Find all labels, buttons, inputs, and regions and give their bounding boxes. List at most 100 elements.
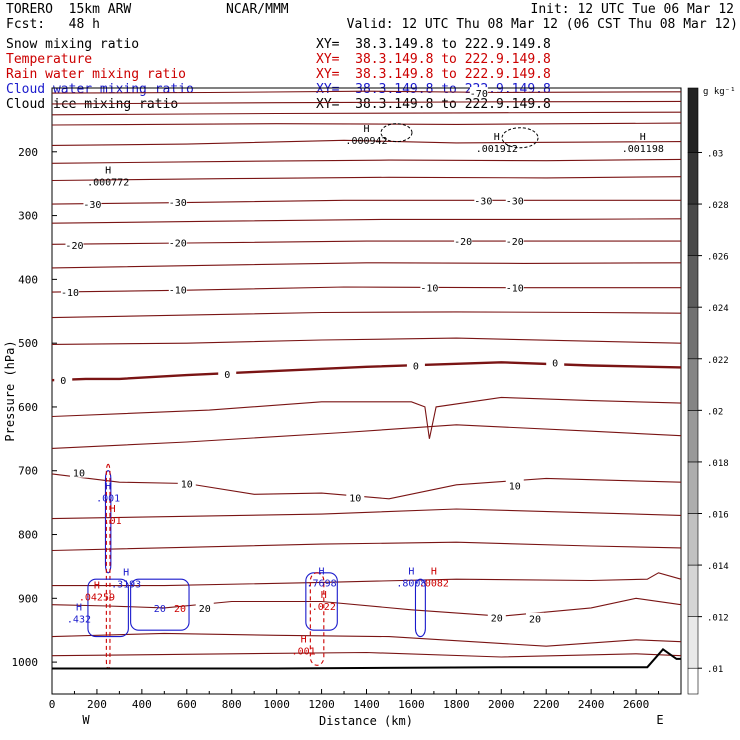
cloud-ice-high-marker: H [363,124,369,135]
field-label-cloud-ice: Cloud ice mixing ratio [6,97,179,112]
temperature-contour-label: 10 [349,494,361,505]
rain-high-value: .01 [104,516,122,527]
field-label-rain: Rain water mixing ratio [6,67,187,82]
temperature-contour-label: 10 [181,479,193,490]
colorbar-segment [687,410,699,463]
contour-label-small: 20 [154,604,166,615]
temperature-contour-label: -30 [169,198,187,209]
cloud-ice-high-value: .001198 [622,144,664,155]
temperature-contour [51,100,682,105]
rain-high-value: .001 [292,647,316,658]
cloud-water-high-marker: H [408,566,414,577]
temperature-contour [51,218,682,224]
x-tick-label: 2200 [533,698,560,711]
contour-label-bg [195,601,214,613]
colorbar-segment [687,564,699,617]
forecast-hour: Fcst: 48 h [6,17,100,32]
colorbar-segment [687,513,699,566]
contour-label-bg [469,87,488,99]
cloud-ice-high-value: .000772 [87,178,129,189]
rain-high-value: .0082 [419,578,449,589]
colorbar-segment [687,358,699,411]
temperature-contour-label: -30 [474,196,492,207]
ground-line [52,647,681,670]
temperature-contour [51,473,682,500]
colorbar-segment [687,255,699,308]
colorbar-segment [687,203,699,256]
temperature-contour [51,199,681,205]
x-tick-label: 1200 [308,698,335,711]
y-tick-label: 500 [18,337,38,350]
x-tick-label: 1000 [263,698,290,711]
valid-time: Valid: 12 UTC Thu 08 Mar 12 (06 CST Thu … [346,17,738,32]
temperature-contour [51,122,682,126]
contour-label-bg [505,281,524,293]
colorbar-segment [687,667,699,695]
contour-label-bg [454,235,473,247]
temperature-contour-label: 20 [199,604,211,615]
contour-label-bg [83,198,102,210]
colorbar-segment [687,616,699,669]
x-axis-title: Distance (km) [319,714,413,728]
contour-label-bg [346,491,365,503]
cloud-water-high-marker: H [319,566,325,577]
cloud-water-high-value: .7698 [307,578,337,589]
colorbar-tick-label: .018 [707,459,729,469]
cloud-water-high-marker: H [105,481,111,492]
west-end-label: W [82,713,90,727]
temperature-contour-label: -20 [506,237,524,248]
temperature-contour [51,651,682,658]
temperature-contour-label: 0 [224,370,230,381]
cloud-ice-contour [501,127,539,149]
colorbar-segment [687,461,699,514]
temperature-contour-label: 10 [509,481,521,492]
temperature-contour [51,424,682,449]
colorbar-segment [687,306,699,360]
contour-label-bg [505,479,524,491]
x-tick-label: 1800 [443,698,470,711]
temperature-contour-label: 0 [413,361,419,372]
cloud-ice-contour [380,123,413,143]
colorbar-tick-label: .02 [707,407,723,417]
temperature-contour-label: -10 [169,286,187,297]
rain-high-marker: H [321,590,327,601]
org-title: NCAR/MMM [226,2,289,17]
field-xy-snow: XY= 38.3.149.8 to 222.9.149.8 [316,37,551,52]
colorbar-tick-label: .016 [707,510,729,520]
field-xy-cloud-ice: XY= 38.3.149.8 to 222.9.149.8 [316,97,551,112]
temperature-contour-label: 20 [491,613,503,624]
cloud-ice-high-value: .000942 [345,136,387,147]
colorbar-tick-label: .01 [707,665,723,675]
x-tick-label: 200 [87,698,107,711]
contour-label-bg [218,367,237,379]
rain-high-value: .04259 [79,592,115,603]
colorbar-unit: g kg⁻¹ [703,87,736,97]
cloud-water-high-marker: H [123,568,129,579]
contour-label-bg [420,281,439,293]
y-tick-label: 700 [18,465,38,478]
x-tick-label: 0 [49,698,56,711]
colorbar-tick-label: .024 [707,304,729,314]
x-tick-label: 2600 [623,698,650,711]
colorbar-tick-label: .028 [707,201,729,211]
temperature-contour [52,572,682,587]
temperature-contour-label: 10 [73,469,85,480]
temperature-contour-label: 20 [529,615,541,626]
cloud-water-contour [104,470,112,574]
temperature-contour [51,158,682,164]
plot-frame [51,87,682,695]
y-tick-label: 300 [18,210,38,223]
contour-label-small: 20 [174,604,186,615]
contour-label-bg [474,194,493,206]
temperature-contour [51,286,681,293]
colorbar-tick-label: .03 [707,149,723,159]
cloud-water-contour [130,578,190,631]
field-label-snow: Snow mixing ratio [6,37,140,52]
contour-label-bg [406,359,425,371]
contour-label-bg [177,477,196,489]
temperature-contour [51,361,682,382]
cloud-ice-high-marker: H [105,166,111,177]
temperature-contour-label: -10 [61,288,79,299]
rain-high-value: .022 [312,602,336,613]
